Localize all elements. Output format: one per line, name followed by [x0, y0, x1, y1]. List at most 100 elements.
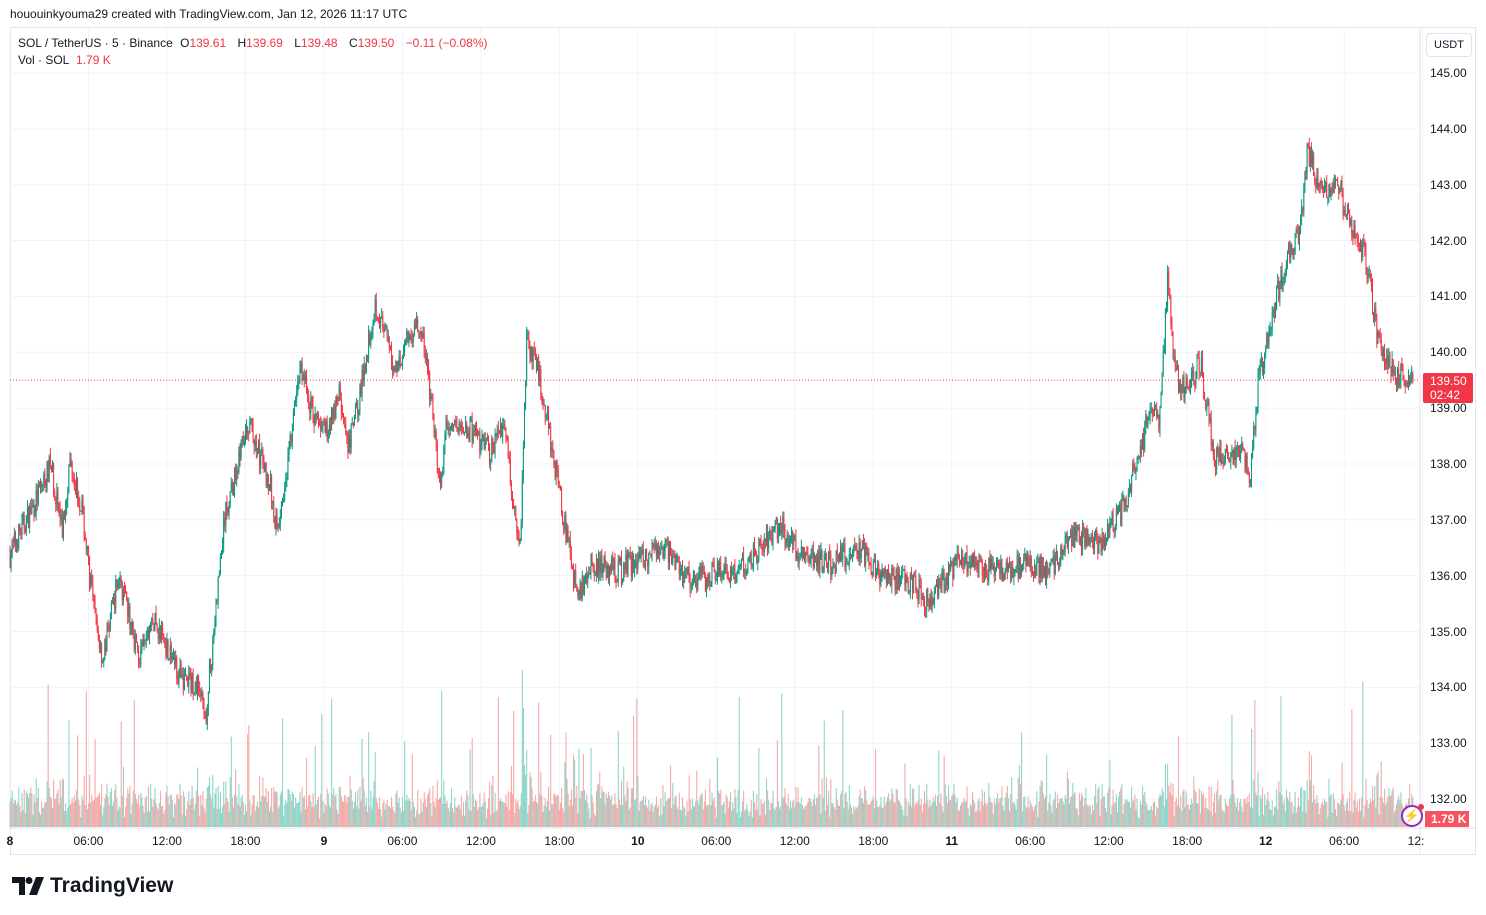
candle-body [624, 564, 626, 570]
candle-body [372, 324, 374, 331]
candle-body [594, 574, 596, 576]
volume-bar [16, 804, 18, 827]
volume-bar [571, 805, 574, 827]
candle-body [1286, 250, 1288, 265]
volume-bar [557, 795, 559, 827]
volume-bar [509, 792, 511, 827]
volume-bar [1203, 793, 1205, 827]
volume-bar [762, 804, 764, 827]
volume-bar [309, 794, 311, 827]
volume-bar [157, 810, 159, 827]
candle-body [991, 559, 993, 570]
price-tick-label: 145.00 [1430, 66, 1467, 80]
volume-bar [622, 804, 624, 827]
candle-body [503, 424, 505, 426]
volume-bar [573, 755, 575, 827]
candle-body [985, 565, 987, 573]
candle-body [1041, 557, 1043, 578]
volume-bar [1221, 809, 1223, 827]
candle-body [569, 538, 571, 553]
candle-body [556, 461, 558, 472]
candle-body [514, 505, 516, 508]
candle-body [103, 657, 105, 663]
volume-bar [376, 802, 378, 827]
candle-body [599, 558, 601, 574]
candle-body [1200, 358, 1202, 373]
candle-body [164, 638, 166, 645]
volume-bar [539, 794, 541, 827]
volume-bar [343, 801, 345, 827]
volume-bar [319, 818, 321, 827]
candle-body [1310, 147, 1312, 164]
volume-bar [162, 805, 164, 827]
volume-bar [72, 802, 74, 827]
candle-body [371, 330, 373, 335]
volume-bar [855, 807, 857, 827]
candle-body [1180, 383, 1182, 394]
volume-bar [1140, 804, 1143, 827]
volume-bar [1149, 809, 1151, 827]
candle-body [324, 424, 326, 432]
candle-body [772, 529, 774, 546]
candle-body [857, 553, 859, 561]
candle-body [1266, 333, 1268, 348]
candle-body [9, 553, 11, 566]
volume-bar [1350, 810, 1352, 827]
candle-body [161, 627, 163, 640]
candle-body [847, 563, 849, 565]
volume-bar [133, 699, 135, 827]
candle-body [48, 456, 50, 482]
candle-body [824, 553, 826, 555]
volume-bar [541, 796, 543, 827]
volume-bar [1235, 806, 1237, 827]
candle-body [941, 574, 943, 587]
volume-bar [468, 809, 470, 827]
candle-body [686, 569, 688, 573]
volume-bar [417, 790, 419, 827]
volume-bar [912, 788, 914, 827]
candle-body [620, 557, 622, 580]
volume-bar [308, 795, 310, 827]
volume-bar [219, 791, 221, 827]
candle-body [1402, 368, 1404, 379]
volume-bar [152, 806, 154, 827]
volume-bar [30, 787, 32, 827]
candle-body [706, 579, 708, 590]
volume-bar [1164, 764, 1166, 827]
volume-bar [593, 813, 595, 827]
volume-bar [410, 809, 412, 827]
candle-body [1344, 209, 1346, 215]
volume-bar [1344, 810, 1346, 827]
candle-body [818, 551, 820, 572]
candle-body [725, 564, 727, 572]
volume-bar [431, 816, 433, 827]
volume-bar [636, 698, 638, 827]
candle-body [1097, 540, 1099, 554]
volume-bar [910, 806, 913, 827]
candle-body [637, 558, 639, 570]
symbol-title[interactable]: SOL / TetherUS · 5 · Binance [18, 36, 173, 50]
candle-body [692, 571, 694, 579]
currency-button[interactable]: USDT [1426, 33, 1472, 57]
candle-body [225, 502, 227, 527]
volume-bar [402, 810, 405, 827]
volume-bar [710, 805, 712, 827]
lightning-alert-icon[interactable]: ⚡ [1401, 804, 1424, 827]
volume-bar [599, 771, 601, 827]
candle-body [567, 530, 569, 540]
candle-body [296, 393, 298, 400]
volume-bar [437, 799, 439, 827]
candle-body [270, 477, 272, 486]
candle-body [542, 401, 544, 406]
candle-body [240, 440, 242, 459]
candle-body [680, 568, 682, 570]
candle-body [69, 458, 71, 466]
volume-label[interactable]: Vol · SOL [18, 53, 70, 67]
candle-body [235, 468, 237, 480]
volume-bar [34, 802, 36, 827]
volume-bar [132, 790, 134, 827]
candle-body [992, 564, 994, 570]
volume-bar [208, 777, 211, 827]
volume-bar [723, 801, 725, 827]
